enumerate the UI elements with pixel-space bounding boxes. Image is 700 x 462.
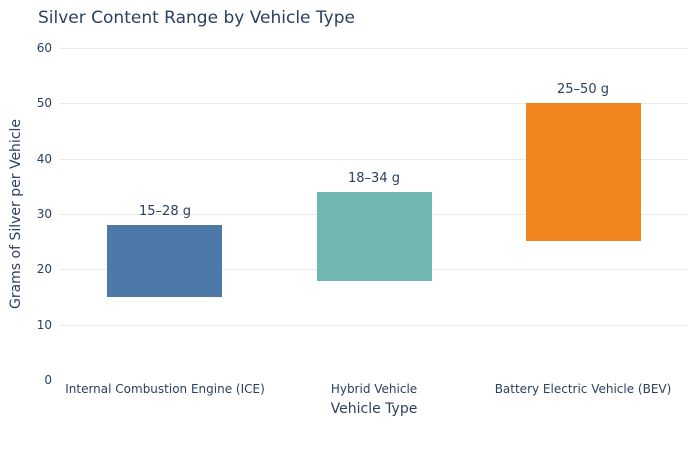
x-tick-label: Hybrid Vehicle	[330, 382, 418, 396]
y-tick-label: 10	[36, 318, 52, 332]
y-gridline	[60, 159, 688, 160]
range-value-label: 15–28 g	[139, 204, 191, 219]
chart-title: Silver Content Range by Vehicle Type	[38, 8, 355, 28]
range-bar[interactable]	[107, 225, 222, 297]
range-value-label: 18–34 g	[348, 171, 400, 186]
x-axis-title: Vehicle Type	[330, 401, 418, 417]
x-tick-label: Internal Combustion Engine (ICE)	[65, 382, 265, 396]
y-gridline	[60, 103, 688, 104]
y-tick-label: 40	[36, 152, 52, 166]
range-bar[interactable]	[526, 103, 641, 241]
y-tick-label: 0	[44, 373, 52, 387]
range-bar[interactable]	[317, 192, 432, 281]
y-tick-label: 50	[36, 96, 52, 110]
y-tick-label: 30	[36, 207, 52, 221]
x-tick-label: Battery Electric Vehicle (BEV)	[494, 382, 672, 396]
y-gridline	[60, 325, 688, 326]
range-value-label: 25–50 g	[557, 82, 609, 97]
y-gridline	[60, 48, 688, 49]
y-tick-label: 60	[36, 41, 52, 55]
y-tick-label: 20	[36, 262, 52, 276]
